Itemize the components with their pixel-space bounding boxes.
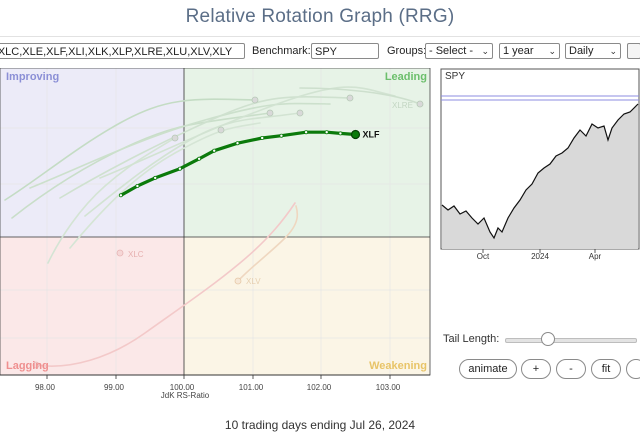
gridlines: [0, 68, 430, 375]
chevron-down-icon: ⌄: [481, 46, 489, 56]
chevron-down-icon: ⌄: [609, 46, 617, 56]
xlf-series[interactable]: XLF: [118, 129, 381, 198]
page-title: Relative Rotation Graph (RRG): [185, 6, 455, 27]
quadrant-label-leading: Leading: [385, 71, 427, 83]
xlf-tail-point: [338, 131, 343, 136]
faded-tail: [47, 137, 176, 264]
faded-label-xlre: XLRE: [392, 101, 413, 110]
animate-button[interactable]: animate: [459, 359, 517, 379]
x-tick-label: 101.00: [238, 383, 264, 392]
x-axis-title: JdK RS-Ratio: [160, 391, 210, 400]
xlf-tail-point: [135, 184, 140, 189]
benchmark-price-svg: SPY Oct 2024 Apr: [440, 68, 640, 261]
price-x-tick-marks: [482, 249, 596, 253]
quadrant-label-improving: Improving: [6, 71, 59, 83]
tail-length-label: Tail Length:: [443, 333, 500, 345]
period-select-value: 1 year: [503, 45, 534, 57]
price-line: [441, 103, 639, 240]
status-footer: 10 trading days ending Jul 26, 2024: [224, 418, 416, 432]
benchmark-label: Benchmark:: [252, 45, 311, 57]
xlf-tail-point: [324, 130, 329, 135]
quadrant-label-lagging: Lagging: [6, 360, 49, 372]
improving-quadrant: [0, 68, 184, 237]
xlf-head-point: [350, 129, 361, 140]
benchmark-price-chart: SPY Oct 2024 Apr: [440, 68, 640, 268]
faded-tail: [99, 86, 396, 179]
groups-label: Groups:: [387, 45, 427, 57]
weakening-quadrant: [184, 237, 430, 375]
x-tick-label: 103.00: [375, 383, 401, 392]
rrg-svg: XLC XLRE XLV Improving Leading Weakening…: [0, 68, 431, 379]
x-tick-label: 102.00: [306, 383, 332, 392]
quadrant-label-weakening: Weakening: [369, 360, 427, 372]
fit-button[interactable]: fit: [591, 359, 621, 379]
symbols-input[interactable]: XLB,XLC,XLE,XLF,XLI,XLK,XLP,XLRE,XLU,XLV…: [0, 43, 245, 59]
faded-tail: [69, 122, 261, 249]
xlf-tail-point: [279, 133, 284, 138]
tail-length-slider-thumb[interactable]: [541, 332, 555, 346]
rrg-chart[interactable]: XLC XLRE XLV Improving Leading Weakening…: [0, 68, 432, 380]
more-controls-button[interactable]: [626, 359, 640, 379]
x-tick-label: 99.00: [103, 383, 125, 392]
xlf-tail-point: [118, 193, 123, 198]
frequency-select-value: Daily: [569, 45, 594, 57]
faded-tail: [4, 98, 256, 201]
faded-tail: [29, 102, 331, 189]
zoom-in-button[interactable]: +: [521, 359, 551, 379]
chevron-down-icon: ⌄: [548, 46, 556, 56]
price-panel-symbol: SPY: [445, 71, 465, 82]
faded-label-xlv: XLV: [246, 277, 261, 286]
xlf-tail-point: [153, 175, 158, 180]
groups-select-value: - Select -: [429, 45, 474, 57]
xlf-tail-point: [235, 141, 240, 146]
price-x-tick-label: Oct: [477, 252, 490, 261]
lagging-quadrant: [0, 237, 184, 375]
faded-tail: [299, 87, 421, 105]
faded-tails: [4, 86, 421, 367]
price-x-tick-label: 2024: [531, 252, 549, 261]
xlf-tail-point: [177, 166, 182, 171]
xlf-tail-point: [260, 136, 265, 141]
faded-tail: [35, 202, 296, 367]
tail-length-slider-track[interactable]: [505, 338, 637, 343]
period-select[interactable]: 1 year ⌄: [499, 43, 560, 59]
x-tick-marks: [46, 375, 391, 379]
leading-quadrant: [184, 68, 430, 237]
faded-label-xlc: XLC: [128, 250, 144, 259]
x-tick-label: 98.00: [34, 383, 56, 392]
header-divider: [0, 36, 640, 37]
benchmark-input[interactable]: SPY: [311, 43, 379, 59]
toolbar-more-button[interactable]: [627, 43, 640, 59]
zoom-out-button[interactable]: -: [556, 359, 586, 379]
xlf-tail-point: [197, 156, 202, 161]
xlf-tail-point: [304, 130, 309, 135]
price-x-tick-label: Apr: [589, 252, 602, 261]
xlf-label: XLF: [363, 130, 381, 140]
x-tick-label: 100.00: [169, 383, 195, 392]
faded-tail-heads: [32, 94, 424, 369]
frequency-select[interactable]: Daily ⌄: [565, 43, 621, 59]
faded-tail: [237, 205, 299, 282]
price-area: [442, 104, 638, 249]
xlf-tail-point: [212, 148, 217, 153]
groups-select[interactable]: - Select - ⌄: [425, 43, 493, 59]
